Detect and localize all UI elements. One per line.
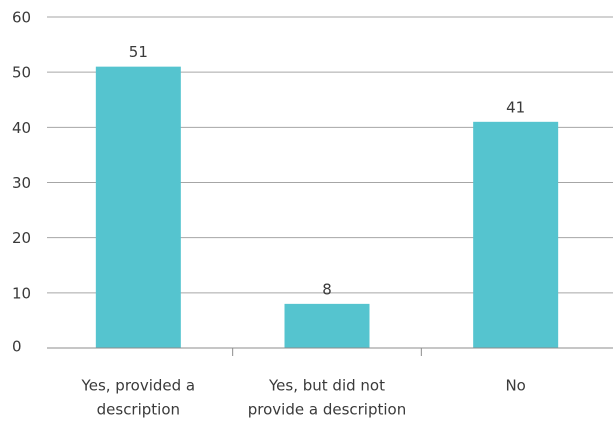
data-label: 51 — [129, 43, 148, 61]
y-tick-label: 60 — [12, 9, 31, 27]
y-tick-label: 50 — [12, 64, 31, 82]
category-label: provide a description — [248, 401, 406, 419]
bar — [284, 303, 370, 348]
y-axis-tick-labels: 0 10 20 30 40 50 60 — [12, 9, 31, 356]
category-label: Yes, but did not — [268, 377, 385, 395]
category-label: Yes, provided a — [81, 377, 196, 395]
bar — [95, 66, 181, 349]
bars — [95, 66, 559, 349]
x-axis: Yes, provided a description Yes, but did n… — [47, 347, 613, 419]
bar — [473, 121, 559, 348]
y-tick-label: 0 — [12, 338, 22, 356]
category-label: No — [505, 377, 525, 395]
y-tick-label: 20 — [12, 229, 31, 247]
data-label: 41 — [506, 98, 525, 116]
category-label: description — [97, 401, 180, 419]
y-tick-label: 10 — [12, 284, 31, 302]
y-tick-label: 30 — [12, 174, 31, 192]
data-label: 8 — [322, 280, 332, 298]
y-tick-label: 40 — [12, 119, 31, 137]
data-labels: 51 8 41 — [129, 43, 525, 298]
